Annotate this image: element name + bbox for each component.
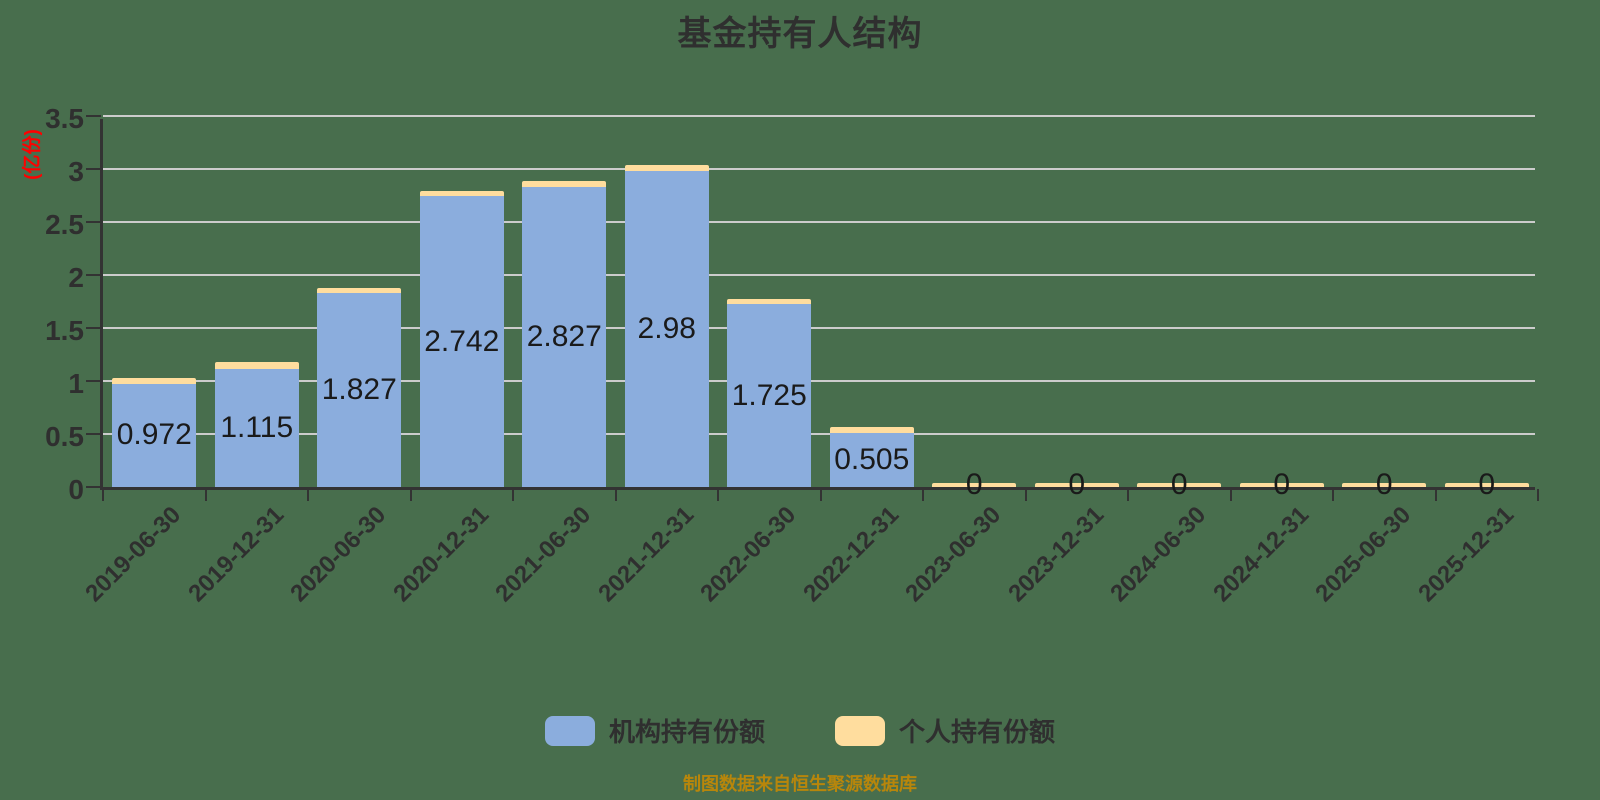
bar-personal[interactable] [1444, 483, 1529, 487]
y-axis-tick-label: 0 [68, 474, 84, 505]
bar-personal[interactable] [829, 427, 914, 434]
legend-label-institution: 机构持有份额 [608, 717, 765, 747]
x-axis-tick [717, 489, 719, 501]
x-axis-label: 2021-06-30 [490, 501, 597, 608]
y-axis-tick [86, 486, 101, 488]
legend: 机构持有份额 个人持有份额 [0, 712, 1600, 749]
x-axis-tick [922, 489, 924, 501]
y-axis-tick-label: 1.5 [45, 315, 84, 346]
y-axis-tick-label: 2.5 [45, 209, 84, 240]
grid-line [103, 168, 1535, 170]
x-axis-label: 2025-12-31 [1413, 501, 1520, 608]
x-axis-tick [1229, 489, 1232, 501]
grid-line [103, 221, 1535, 223]
x-axis-label: 2019-06-30 [80, 501, 187, 608]
bar-value-label: 0 [965, 468, 983, 502]
bar-value-label: 2.98 [637, 312, 696, 346]
bar-personal[interactable] [727, 298, 812, 305]
data-source-note: 制图数据来自恒生聚源数据库 [683, 774, 917, 794]
x-axis-label: 2022-12-31 [798, 501, 905, 608]
x-axis-tick [614, 489, 617, 501]
bar-value-label: 0.505 [834, 443, 910, 477]
y-axis-tick [86, 380, 101, 382]
bar-institution[interactable] [624, 171, 709, 487]
x-axis-tick [819, 489, 822, 501]
bar-personal[interactable] [112, 377, 197, 384]
bar-personal[interactable] [419, 191, 504, 197]
x-axis-tick [204, 489, 207, 501]
bar-personal[interactable] [1034, 483, 1119, 487]
x-axis-label: 2021-12-31 [593, 501, 700, 608]
y-axis-tick [86, 327, 101, 329]
x-axis-tick [512, 489, 514, 501]
y-axis-tick-label: 3.5 [45, 103, 84, 134]
bar-value-label: 0 [1273, 468, 1291, 502]
bar-value-label: 2.827 [526, 320, 602, 354]
bar-institution[interactable] [317, 293, 402, 487]
bar-value-label: 0 [1068, 468, 1086, 502]
bar-institution[interactable] [112, 383, 197, 487]
bar-value-label: 1.115 [220, 410, 294, 444]
legend-label-personal: 个人持有份额 [899, 717, 1056, 747]
bar-value-label: 0 [1170, 468, 1188, 502]
x-axis-label: 2019-12-31 [183, 501, 290, 608]
bar-institution[interactable] [522, 187, 607, 487]
x-axis-label: 2022-06-30 [695, 501, 802, 608]
chart-title: 基金持有人结构 [677, 15, 923, 53]
bar-personal[interactable] [522, 180, 607, 188]
y-axis-tick-label: 1 [68, 368, 84, 399]
bar-value-label: 1.725 [731, 378, 807, 412]
x-axis-tick [1127, 489, 1129, 501]
bar-institution[interactable] [419, 196, 504, 487]
y-axis-tick [86, 274, 101, 276]
bar-personal[interactable] [1137, 483, 1222, 487]
y-axis-tick-label: 3 [68, 156, 84, 187]
bar-value-label: 1.827 [321, 373, 397, 407]
x-axis-label: 2024-06-30 [1105, 501, 1212, 608]
bar-personal[interactable] [1342, 483, 1427, 487]
x-axis-tick [307, 489, 309, 501]
x-axis-tick [1024, 489, 1027, 501]
legend-item-institution[interactable]: 机构持有份额 [544, 712, 765, 749]
bar-personal[interactable] [1239, 483, 1324, 487]
x-axis-label: 2024-12-31 [1208, 501, 1315, 608]
plot-area: 0.972 1.115 1.827 2.742 2.827 2.98 1.725 0.505 0… [86, 115, 1539, 501]
bar-value-label: 0 [1375, 468, 1393, 502]
x-axis-tick [409, 489, 412, 501]
bar-personal[interactable] [214, 362, 299, 369]
legend-item-personal[interactable]: 个人持有份额 [835, 712, 1055, 749]
grid-line [103, 380, 1535, 382]
legend-swatch-personal [835, 715, 885, 746]
bar-personal[interactable] [932, 483, 1017, 487]
x-axis-tick [1434, 489, 1437, 501]
x-axis-label: 2023-12-31 [1003, 501, 1110, 608]
x-axis-tick [1537, 489, 1539, 501]
y-axis-tick-label: 2 [68, 262, 84, 293]
x-axis-tick [1332, 489, 1334, 501]
bar-value-label: 2.742 [424, 324, 500, 358]
x-axis-label: 2023-06-30 [900, 501, 1007, 608]
x-axis-tick [102, 489, 104, 501]
y-axis-tick [86, 433, 101, 435]
y-axis-tick [86, 168, 101, 170]
y-axis-tick-label: 0.5 [45, 421, 84, 452]
bar-institution[interactable] [829, 433, 914, 487]
y-axis-tick [86, 115, 101, 117]
bar-institution[interactable] [727, 304, 812, 487]
bar-value-label: 0 [1478, 468, 1496, 502]
bar-value-label: 0.972 [116, 418, 192, 452]
grid-line [103, 274, 1535, 276]
grid-line [103, 327, 1535, 329]
grid-line [103, 433, 1535, 435]
x-axis-label: 2020-12-31 [388, 501, 495, 608]
y-axis-tick [86, 221, 101, 223]
x-axis-label: 2025-06-30 [1310, 501, 1417, 608]
legend-swatch-institution [544, 715, 595, 746]
x-axis-label: 2020-06-30 [285, 501, 392, 608]
bar-institution[interactable] [214, 368, 299, 487]
bar-personal[interactable] [624, 164, 709, 172]
bar-personal[interactable] [317, 288, 402, 294]
grid-line [103, 115, 1535, 117]
